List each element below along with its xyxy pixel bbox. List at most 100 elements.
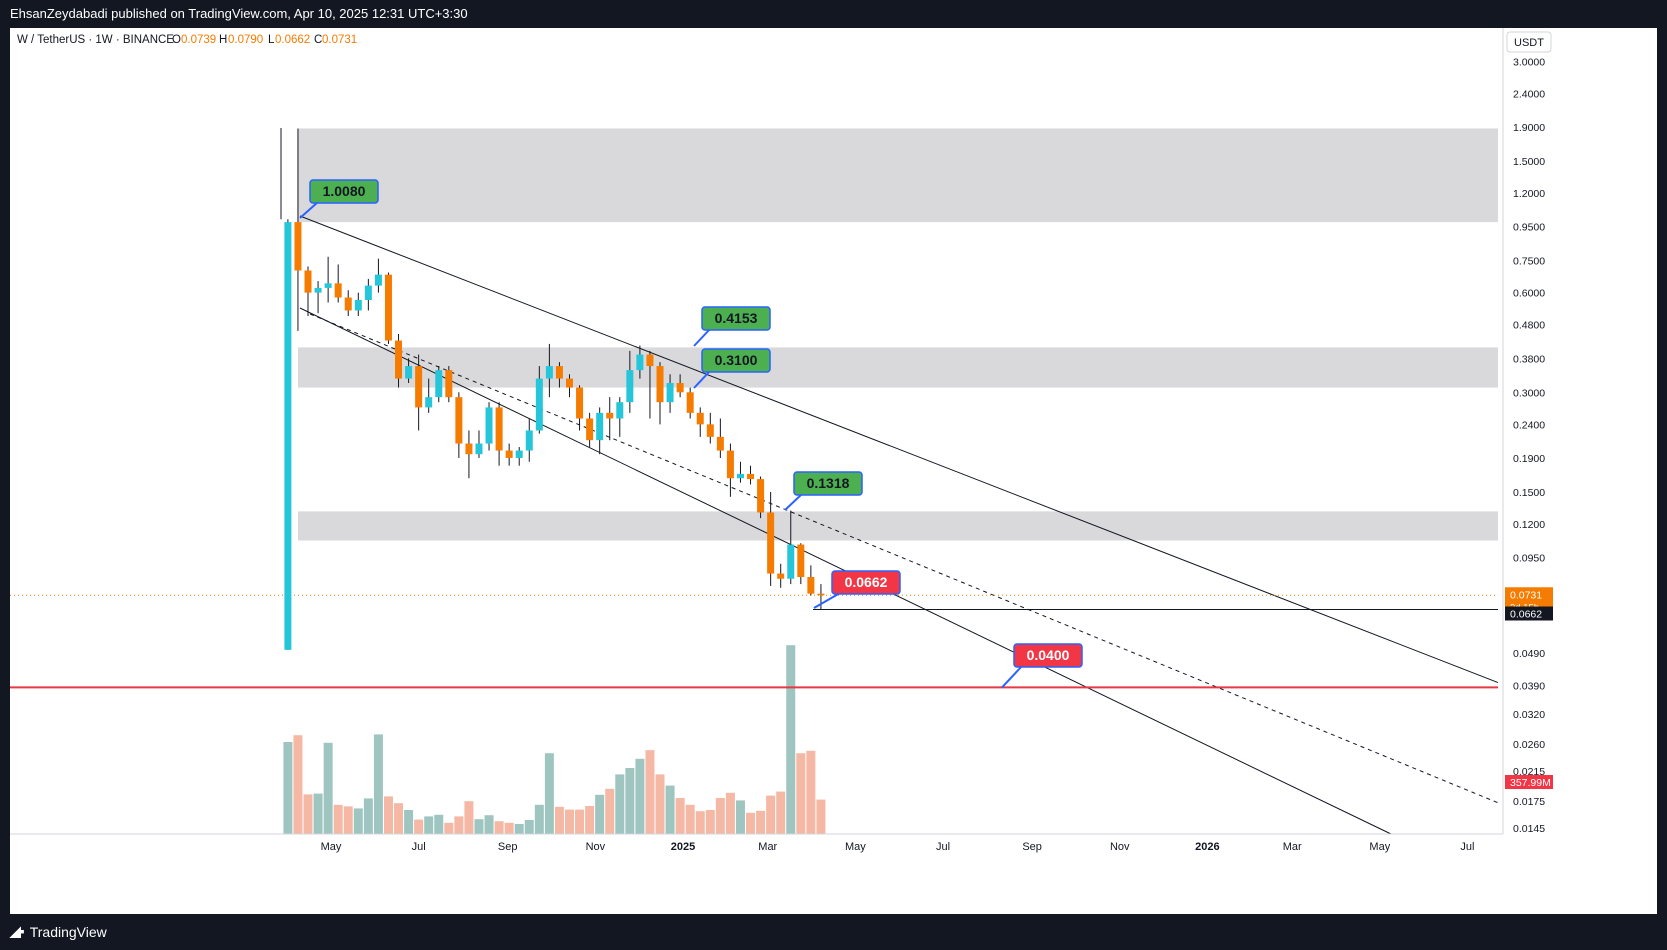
resistance-zone-0 — [297, 128, 1499, 223]
legend-ohlc: O 0.0739 H 0.0790 L 0.0662 C 0.0731 — [172, 34, 357, 46]
volume-bar-2 — [303, 794, 313, 834]
time-axis[interactable]: May Jul Sep Nov 2025 Mar May Jul Sep Nov 2026 Mar Ma… — [321, 841, 1475, 853]
volume-bar-22 — [504, 822, 514, 834]
volume-bar-9 — [373, 734, 383, 834]
candle-body-10 — [384, 274, 392, 341]
candle-body-36 — [646, 354, 654, 367]
legend-high: 0.0790 — [228, 34, 263, 46]
candle-body-7 — [354, 300, 362, 311]
price-tick-18: 0.0320 — [1513, 709, 1545, 721]
callout-box-2 — [701, 348, 771, 373]
callout-label-5: 0.0400 — [1027, 647, 1070, 663]
candle-body-46 — [747, 473, 755, 480]
chart-svg[interactable]: 1.0080 0.4153 0.3100 0.1318 0.0662 0.0400 W /… — [10, 28, 1657, 914]
candle-body-4 — [324, 283, 332, 288]
price-tick-1: 2.4000 — [1513, 88, 1545, 100]
candle-body-51 — [797, 544, 805, 577]
volume-bar-16 — [444, 822, 454, 834]
resistance-zone-2 — [297, 511, 1499, 541]
volume-bar-46 — [746, 812, 756, 834]
callout-label-2: 0.3100 — [715, 352, 758, 368]
price-axis[interactable]: 3.0000 2.4000 1.9000 1.5000 1.2000 0.9500 0.75… — [1513, 56, 1545, 835]
candle-body-40 — [686, 392, 694, 413]
price-tick-4: 1.2000 — [1513, 188, 1545, 200]
price-tick-16: 0.0490 — [1513, 648, 1545, 660]
volume-bar-36 — [645, 750, 655, 834]
price-tick-22: 0.0145 — [1513, 823, 1545, 835]
price-tick-2: 1.9000 — [1513, 122, 1545, 134]
legend-low: 0.0662 — [275, 34, 310, 46]
callout-box-1 — [701, 306, 771, 331]
publish-header: EhsanZeydabadi published on TradingView.… — [0, 0, 1667, 28]
price-tick-19: 0.0260 — [1513, 739, 1545, 751]
candle-body-49 — [777, 573, 785, 579]
time-tick-13: Jul — [1460, 841, 1474, 853]
candle-body-39 — [676, 383, 684, 393]
time-tick-1: Jul — [412, 841, 426, 853]
volume-bar-25 — [534, 804, 544, 834]
candle-body-28 — [565, 378, 573, 388]
chart-frame[interactable]: 1.0080 0.4153 0.3100 0.1318 0.0662 0.0400 W /… — [10, 28, 1657, 914]
callout-pointer-3 — [784, 493, 803, 511]
callout-label-0: 1.0080 — [323, 183, 366, 199]
volume-bar-18 — [464, 801, 474, 834]
price-tick-10: 0.3000 — [1513, 387, 1545, 399]
price-tick-12: 0.1900 — [1513, 453, 1545, 465]
candle-body-0 — [284, 222, 292, 650]
candle-body-11 — [395, 340, 403, 379]
candle-body-21 — [495, 407, 503, 451]
volume-tag — [1505, 775, 1553, 789]
volume-bar-21 — [494, 821, 504, 834]
zones-layer — [297, 128, 1499, 541]
callout-label-4: 0.0662 — [845, 574, 888, 590]
price-tick-15: 0.0950 — [1513, 553, 1545, 565]
volume-bar-17 — [454, 816, 464, 834]
time-tick-12: May — [1369, 841, 1390, 853]
candle-body-20 — [485, 407, 493, 444]
candle-body-24 — [525, 430, 533, 451]
candle-body-18 — [465, 443, 473, 455]
volume-layer — [283, 645, 826, 834]
footer-brand[interactable]: ◢▪ TradingView — [10, 923, 107, 940]
legend-symbol: W / TetherUS · 1W · BINANCE — [17, 34, 174, 46]
volume-bar-11 — [394, 803, 404, 834]
candle-body-38 — [666, 383, 674, 403]
low-price-tag — [1505, 606, 1553, 621]
callout-label-1: 0.4153 — [715, 310, 758, 326]
volume-bar-29 — [575, 809, 585, 834]
mid-channel-line — [309, 313, 1499, 804]
price-tick-3: 1.5000 — [1513, 156, 1545, 168]
volume-bar-4 — [323, 742, 333, 834]
legend-open: 0.0739 — [181, 34, 216, 46]
volume-bar-8 — [363, 798, 373, 834]
price-tick-6: 0.7500 — [1513, 256, 1545, 268]
volume-bar-51 — [796, 753, 806, 834]
candle-body-3 — [314, 287, 322, 293]
brand-name: TradingView — [29, 923, 107, 940]
publish-info: EhsanZeydabadi published on TradingView.… — [10, 6, 468, 21]
volume-bar-31 — [595, 794, 605, 834]
low-price-value: 0.0662 — [1510, 609, 1542, 621]
volume-bar-15 — [434, 814, 444, 834]
volume-bar-28 — [564, 809, 574, 834]
volume-bar-19 — [474, 819, 484, 834]
candle-body-27 — [555, 366, 563, 379]
volume-bar-47 — [756, 810, 766, 834]
candle-body-33 — [616, 402, 624, 419]
candle-body-34 — [626, 370, 634, 403]
price-tick-14: 0.1200 — [1513, 519, 1545, 531]
candle-body-5 — [334, 283, 342, 298]
volume-bar-49 — [776, 791, 786, 834]
volume-value: 357.99M — [1510, 777, 1551, 789]
time-tick-3: Nov — [586, 841, 606, 853]
candle-body-1 — [294, 222, 302, 271]
candle-body-15 — [435, 370, 443, 398]
candle-body-42 — [706, 424, 714, 437]
candle-body-30 — [586, 418, 594, 441]
time-tick-8: Sep — [1022, 841, 1042, 853]
time-tick-2: Sep — [498, 841, 518, 853]
candle-body-23 — [515, 450, 523, 458]
volume-bar-50 — [786, 645, 796, 834]
price-tick-7: 0.6000 — [1513, 288, 1545, 300]
volume-bar-32 — [605, 788, 615, 834]
